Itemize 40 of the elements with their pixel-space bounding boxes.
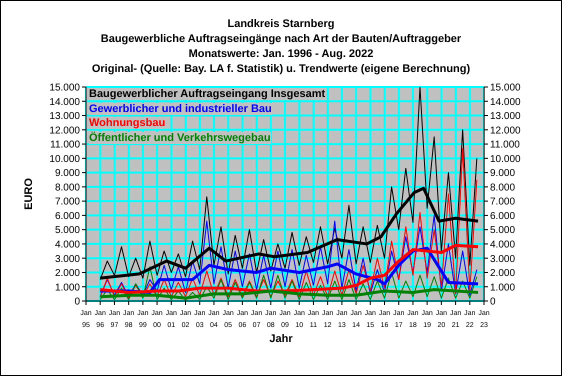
y2-tick-label: 5.000 [490,225,516,236]
y2-tick-label: 8.000 [490,182,516,194]
y-tick-label: 4.000 [54,239,80,250]
y-tick-label: 0 [74,296,80,308]
y-tick-label: 10.000 [49,154,80,165]
y2-tick-label: 3.000 [490,254,516,265]
x-axis-title: Jahr [268,333,294,345]
y2-tick-label: 14.000 [490,96,522,108]
y-tick-label: 1.000 [54,282,80,294]
y-tick-label: 15.000 [49,82,80,94]
y2-tick-label: 0 [490,296,496,308]
y2-tick-label: 6.000 [490,210,516,222]
y2-tick-label: 9.000 [490,168,516,180]
y2-tick-label: 4.000 [490,239,516,250]
y-axis-title: EURO [23,178,35,210]
chart-title: Landkreis Starnberg [226,17,336,32]
y-tick-label: 7.000 [54,196,80,208]
y-tick-label: 6.000 [54,210,80,222]
y2-tick-label: 7.000 [490,196,516,208]
y2-tick-label: 13.000 [490,111,522,122]
text: Öffentlicher und Verkehrswegebau [89,132,271,144]
y2-tick-label: 12.000 [490,125,522,136]
y-tick-label: 13.000 [49,111,80,122]
chart-subtitle: Baugewerbliche Auftragseingänge nach Art der Bauten/Auftraggeber Monatswerte: Jan. 1996 - Aug. 2022 Original- (Quelle: Bay. LA f. Statistik) u. Trendwerte (eigene Berechnung) [90,32,472,77]
y-tick-label: 3.000 [54,254,80,265]
text: Gewerblicher und industrieller Bau [89,102,272,114]
y-tick-label: 2.000 [54,268,80,280]
y2-tick-label: 10.000 [490,154,522,165]
text: Baugewerblicher Auftragseingang Insgesamt [89,88,326,100]
y-tick-label: 8.000 [54,182,80,194]
y2-tick-label: 1.000 [490,282,516,294]
y2-tick-label: 15.000 [490,82,522,94]
y2-tick-label: 2.000 [490,268,516,280]
y-tick-label: 5.000 [54,225,80,236]
y-tick-label: 12.000 [49,125,80,136]
y-tick-label: 14.000 [49,96,80,108]
y-tick-label: 9.000 [54,168,80,180]
y-tick-label: 11.000 [50,140,80,151]
y2-tick-label: 11.000 [490,140,520,151]
text: Wohnungsbau [89,117,166,129]
